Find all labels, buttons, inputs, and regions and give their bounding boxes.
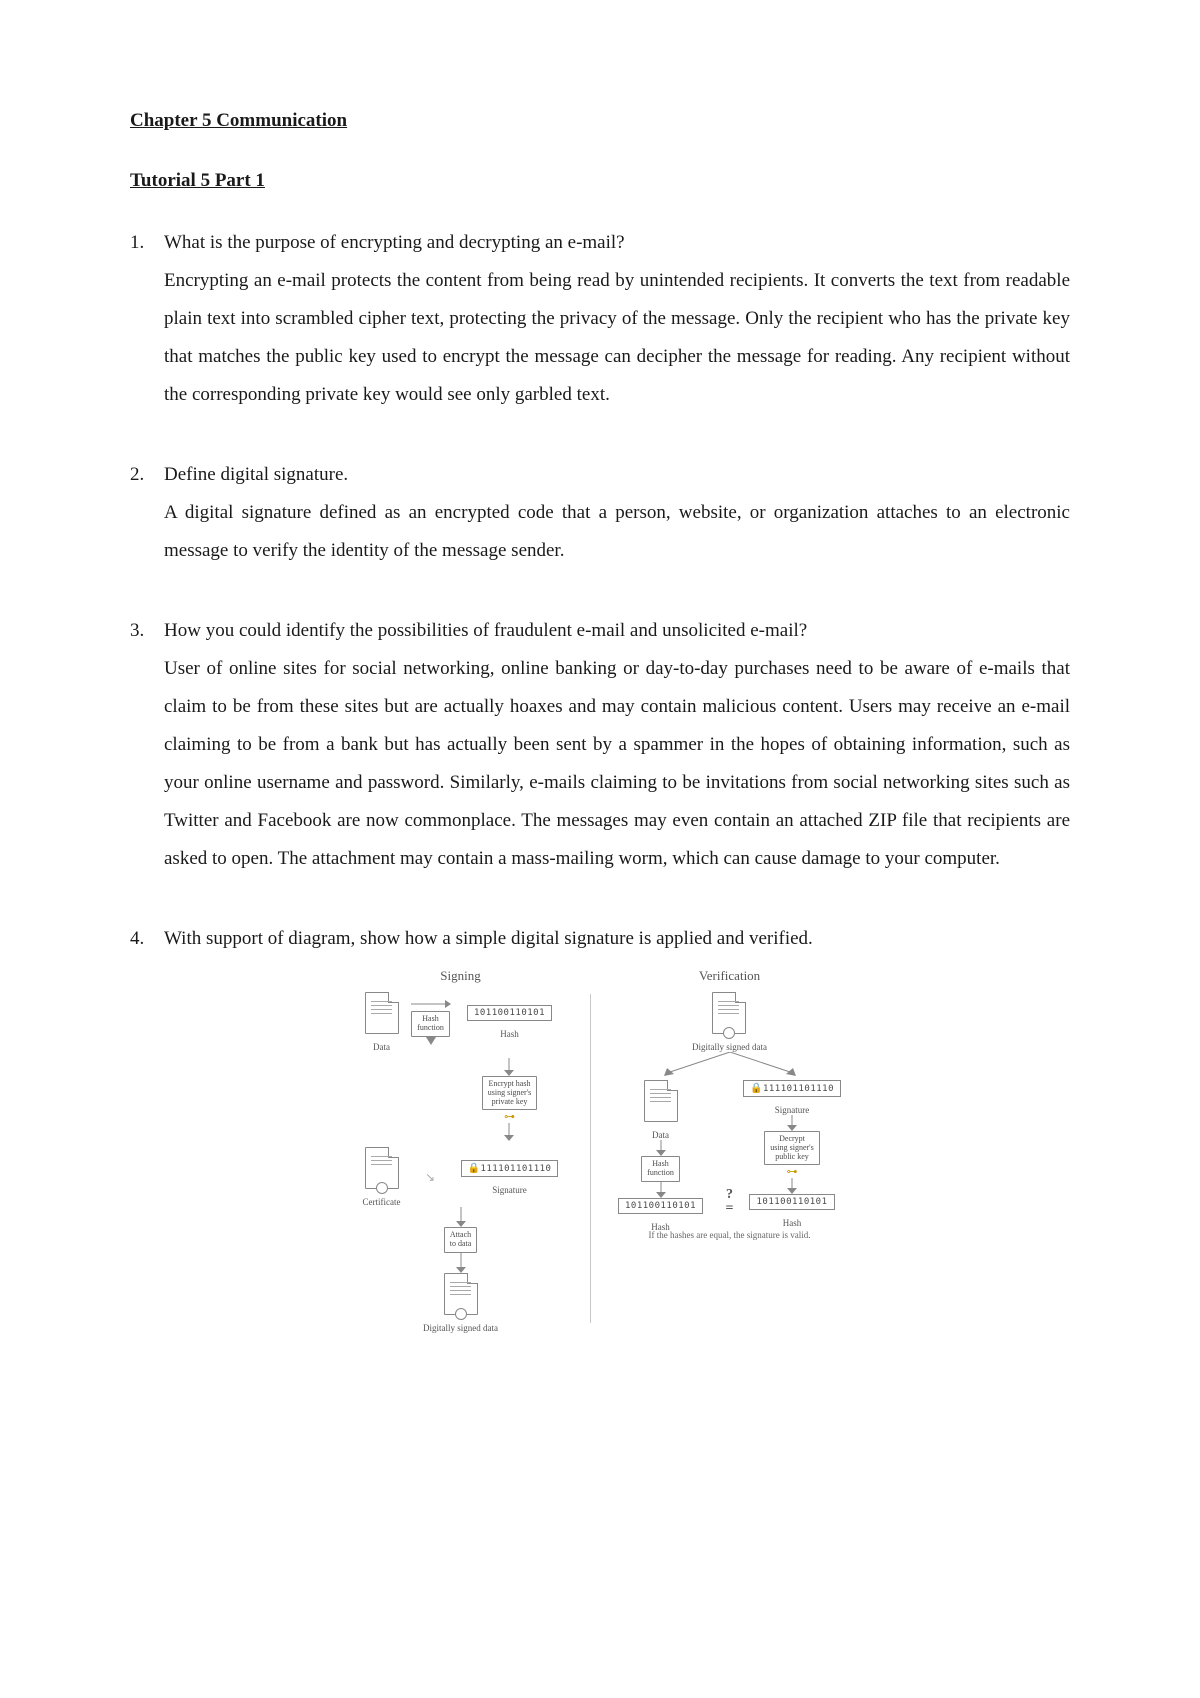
arrow-down-icon — [654, 1182, 668, 1198]
arrow-right-icon — [411, 997, 451, 1011]
signature-value: 🔒111101101110 — [461, 1160, 559, 1177]
document-icon — [365, 992, 399, 1034]
key-icon: ⊶ — [504, 1110, 515, 1123]
certificate-icon — [365, 1147, 399, 1189]
question-body: Define digital signature. A digital sign… — [164, 456, 1070, 570]
lock-icon: 🔒 — [468, 1163, 481, 1174]
question-text: What is the purpose of encrypting and de… — [164, 224, 1070, 262]
arrow-down-icon — [454, 1207, 468, 1227]
question-item: 3. How you could identify the possibilit… — [130, 612, 1070, 878]
certificate-label: Certificate — [363, 1197, 401, 1207]
verification-note: If the hashes are equal, the signature i… — [649, 1230, 811, 1240]
encrypt-box: Encrypt hash using signer's private key — [482, 1076, 537, 1110]
data-label: Data — [652, 1130, 669, 1140]
signed-document-icon — [712, 992, 746, 1034]
question-item: 4. With support of diagram, show how a s… — [130, 920, 1070, 958]
document-page: Chapter 5 Communication Tutorial 5 Part … — [0, 0, 1200, 1433]
answer-text: A digital signature defined as an encryp… — [164, 494, 1070, 570]
hash-function-box: Hash function — [411, 1011, 450, 1037]
answer-text: User of online sites for social networki… — [164, 650, 1070, 878]
hash-value: 101100110101 — [618, 1198, 703, 1214]
arrow-down-icon — [502, 1058, 516, 1076]
question-text: How you could identify the possibilities… — [164, 612, 1070, 650]
diagram-verification-column: Verification Digitally signed data — [605, 968, 855, 1333]
question-text: Define digital signature. — [164, 456, 1070, 494]
split-arrow-icon — [640, 1052, 820, 1076]
signature-value: 🔒111101101110 — [743, 1080, 841, 1097]
question-number: 2. — [130, 456, 164, 570]
attach-box: Attach to data — [444, 1227, 478, 1253]
hash-label: Hash — [500, 1029, 519, 1039]
column-title-signing: Signing — [440, 968, 480, 984]
data-label: Data — [373, 1042, 390, 1052]
document-icon — [644, 1080, 678, 1122]
question-number: 1. — [130, 224, 164, 414]
hash-function-box: Hash function — [641, 1156, 680, 1182]
question-text: With support of diagram, show how a simp… — [164, 920, 1070, 958]
question-body: With support of diagram, show how a simp… — [164, 920, 1070, 958]
question-item: 2. Define digital signature. A digital s… — [130, 456, 1070, 570]
answer-text: Encrypting an e-mail protects the conten… — [164, 262, 1070, 414]
question-item: 1. What is the purpose of encrypting and… — [130, 224, 1070, 414]
question-body: How you could identify the possibilities… — [164, 612, 1070, 878]
arrow-down-icon — [502, 1123, 516, 1141]
signed-document-icon — [444, 1273, 478, 1315]
arrow-down-icon — [454, 1253, 468, 1273]
lock-icon: 🔒 — [750, 1083, 763, 1094]
signature-label: Signature — [492, 1185, 527, 1195]
column-title-verification: Verification — [699, 968, 760, 984]
signature-label: Signature — [775, 1105, 810, 1115]
question-number: 4. — [130, 920, 164, 958]
column-divider — [590, 994, 591, 1323]
signed-data-label: Digitally signed data — [692, 1042, 767, 1052]
tutorial-heading: Tutorial 5 Part 1 — [130, 170, 1070, 192]
arrow-down-icon — [654, 1140, 668, 1156]
arrow-down-icon — [424, 1037, 438, 1047]
decrypt-box: Decrypt using signer's public key — [764, 1131, 819, 1165]
arrow-down-icon — [785, 1178, 799, 1194]
hash-value: 101100110101 — [467, 1005, 552, 1021]
signed-data-label: Digitally signed data — [423, 1323, 498, 1333]
dashed-arrow-icon: ↘ — [425, 1170, 436, 1185]
key-icon: ⊶ — [787, 1165, 798, 1178]
signature-diagram: Signing Data Hash function — [130, 968, 1070, 1333]
question-body: What is the purpose of encrypting and de… — [164, 224, 1070, 414]
chapter-heading: Chapter 5 Communication — [130, 110, 1070, 132]
question-number: 3. — [130, 612, 164, 878]
hash-value: 101100110101 — [749, 1194, 834, 1210]
diagram-signing-column: Signing Data Hash function — [346, 968, 576, 1333]
hash-label: Hash — [783, 1218, 802, 1228]
arrow-down-icon — [785, 1115, 799, 1131]
